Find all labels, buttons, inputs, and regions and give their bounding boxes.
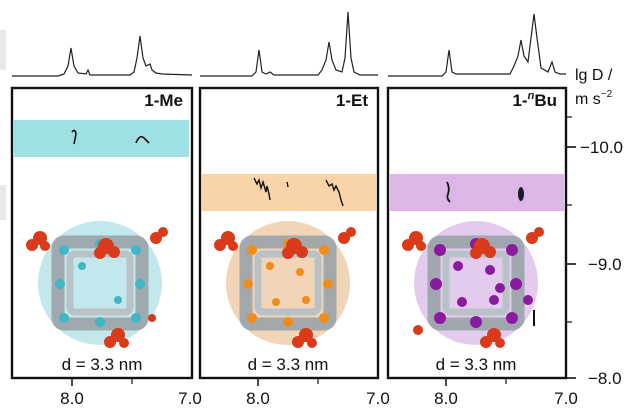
x-tick-label: 8.0 [434, 389, 458, 408]
y-tick-label: −9.0 [588, 255, 622, 274]
dosy-peak [518, 187, 524, 201]
panel-label: 1-Me [144, 91, 183, 110]
panel-et: 1-Et d = 3.3 nm 8.0 7.0 [178, 86, 380, 408]
dosy-peak [286, 181, 289, 188]
logd-band [14, 120, 189, 157]
panel-label: 1-Et [336, 91, 368, 110]
panel-me: 1-Me d = 3.3 nm 8.0 [10, 86, 194, 408]
dosy-peak [446, 181, 451, 203]
spectrum-et [200, 11, 378, 77]
distance-label: d = 3.3 nm [62, 355, 143, 374]
left-edge-mark-2 [0, 185, 6, 220]
distance-label: d = 3.3 nm [436, 355, 517, 374]
panel-nbu: 1-nBu d = 3.3 nm [366, 86, 578, 408]
distance-label: d = 3.3 nm [248, 355, 329, 374]
x-tick-label: 8.0 [246, 389, 270, 408]
y-tick-label: −8.0 [588, 369, 622, 388]
cage-model [26, 221, 168, 348]
y-axis: lg D / m s−2 −10.0 −9.0 −8.0 [565, 67, 623, 388]
spectrum-nbu [388, 13, 566, 77]
dosy-peak [253, 177, 271, 201]
x-tick-label: 7.0 [178, 389, 202, 408]
logd-band [390, 174, 564, 211]
y-axis-title: lg D / [575, 67, 613, 84]
y-axis-title-units: m s−2 [575, 89, 613, 108]
logd-band [202, 174, 376, 211]
dosy-peak [135, 135, 150, 144]
y-tick-label: −10.0 [580, 138, 623, 157]
x-tick-label: 8.0 [60, 389, 84, 408]
x-tick-label: 7.0 [554, 389, 578, 408]
left-edge-mark [0, 30, 6, 70]
panel-label: 1-nBu [512, 90, 557, 110]
dosy-peak [71, 129, 77, 145]
cage-model [214, 221, 356, 348]
dosy-peak [325, 179, 344, 207]
cage-model [402, 221, 544, 348]
x-tick-label: 7.0 [366, 389, 390, 408]
spectrum-me [12, 35, 193, 77]
